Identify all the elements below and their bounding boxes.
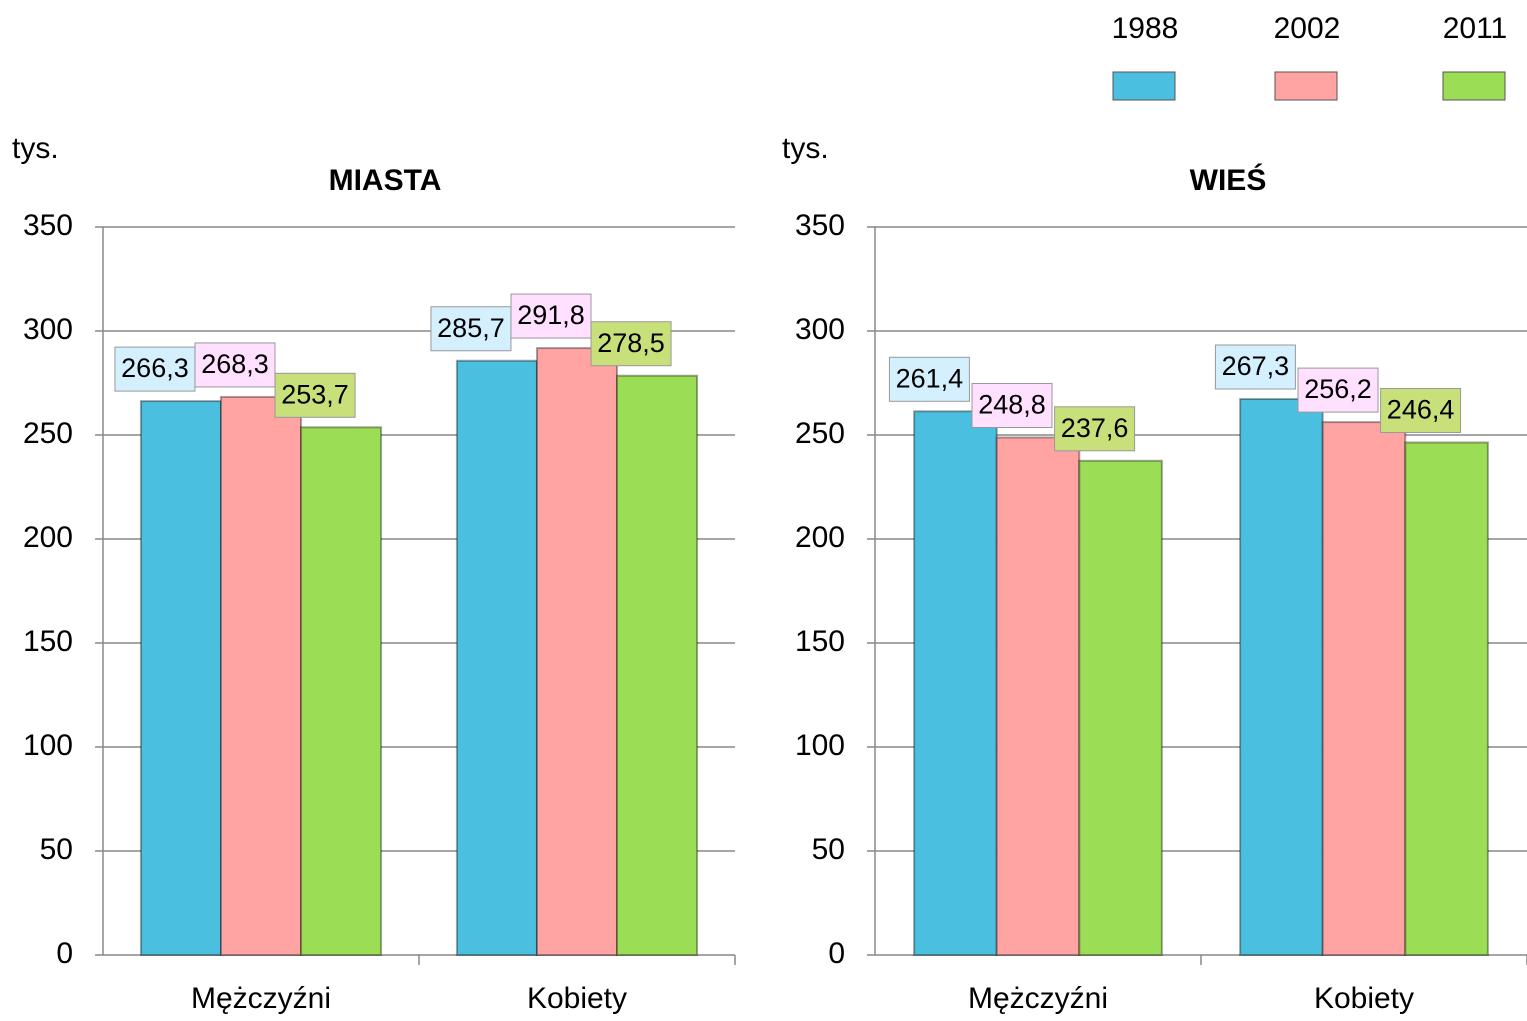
y-tick-label: 300 bbox=[795, 313, 845, 346]
y-tick-label: 50 bbox=[812, 833, 845, 866]
data-label: 253,7 bbox=[281, 379, 349, 409]
y-tick-label: 200 bbox=[795, 521, 845, 554]
data-label: 261,4 bbox=[896, 363, 964, 393]
x-tick-label: Kobiety bbox=[527, 982, 627, 1015]
data-label: 248,8 bbox=[978, 390, 1046, 420]
bar bbox=[535, 347, 619, 956]
y-tick-label: 50 bbox=[40, 833, 73, 866]
bar bbox=[1239, 398, 1324, 956]
data-label: 285,7 bbox=[437, 313, 505, 343]
bar bbox=[616, 374, 699, 957]
data-label-box bbox=[274, 372, 356, 418]
data-label-box bbox=[1297, 367, 1379, 413]
y-tick-label: 100 bbox=[795, 729, 845, 762]
bar bbox=[219, 395, 303, 957]
legend-label: 2011 bbox=[1443, 12, 1508, 45]
x-tick-label: Mężczyźni bbox=[191, 982, 331, 1015]
data-label-box bbox=[971, 382, 1053, 428]
data-label-box bbox=[430, 306, 512, 352]
data-label-box bbox=[1214, 344, 1296, 390]
y-tick-label: 350 bbox=[23, 209, 73, 242]
y-tick-label: 100 bbox=[23, 729, 73, 762]
y-tick-label: 150 bbox=[795, 625, 845, 658]
legend-swatch bbox=[1274, 71, 1338, 101]
bar bbox=[1404, 441, 1489, 957]
bar bbox=[300, 426, 383, 956]
data-label: 267,3 bbox=[1222, 351, 1290, 381]
bar bbox=[1078, 459, 1163, 956]
data-label: 237,6 bbox=[1061, 413, 1129, 443]
legend-swatch bbox=[1442, 71, 1506, 101]
x-tick-label: Mężczyźni bbox=[968, 982, 1108, 1015]
y-tick-label: 300 bbox=[23, 313, 73, 346]
data-label-box bbox=[590, 321, 672, 367]
legend-swatch bbox=[1112, 71, 1176, 101]
data-label: 266,3 bbox=[121, 353, 189, 383]
y-tick-label: 250 bbox=[795, 417, 845, 450]
data-label: 246,4 bbox=[1387, 395, 1455, 425]
data-label: 278,5 bbox=[597, 328, 665, 358]
legend-label: 2002 bbox=[1274, 12, 1341, 45]
data-label-box bbox=[1054, 406, 1136, 452]
y-axis-label: tys. bbox=[12, 132, 59, 165]
y-tick-label: 0 bbox=[828, 937, 845, 970]
chart-title: WIEŚ bbox=[1190, 163, 1267, 197]
bar bbox=[139, 400, 222, 956]
legend-label: 1988 bbox=[1112, 12, 1179, 45]
bar bbox=[913, 410, 998, 956]
data-label: 256,2 bbox=[1304, 374, 1372, 404]
chart-title: MIASTA bbox=[329, 164, 442, 197]
y-tick-label: 200 bbox=[23, 521, 73, 554]
data-label: 268,3 bbox=[201, 349, 269, 379]
y-tick-label: 250 bbox=[23, 417, 73, 450]
y-tick-label: 350 bbox=[795, 209, 845, 242]
y-tick-label: 150 bbox=[23, 625, 73, 658]
data-label-box bbox=[888, 356, 970, 402]
y-axis-label: tys. bbox=[782, 132, 829, 165]
x-tick-label: Kobiety bbox=[1314, 982, 1414, 1015]
bar bbox=[455, 359, 538, 956]
bar bbox=[995, 436, 1081, 957]
data-label-box bbox=[114, 346, 196, 392]
bar bbox=[1321, 421, 1407, 956]
data-label: 291,8 bbox=[517, 300, 585, 330]
data-label-box bbox=[194, 342, 276, 388]
data-label-box bbox=[510, 293, 592, 339]
y-tick-label: 0 bbox=[56, 937, 73, 970]
data-label-box bbox=[1380, 387, 1462, 433]
